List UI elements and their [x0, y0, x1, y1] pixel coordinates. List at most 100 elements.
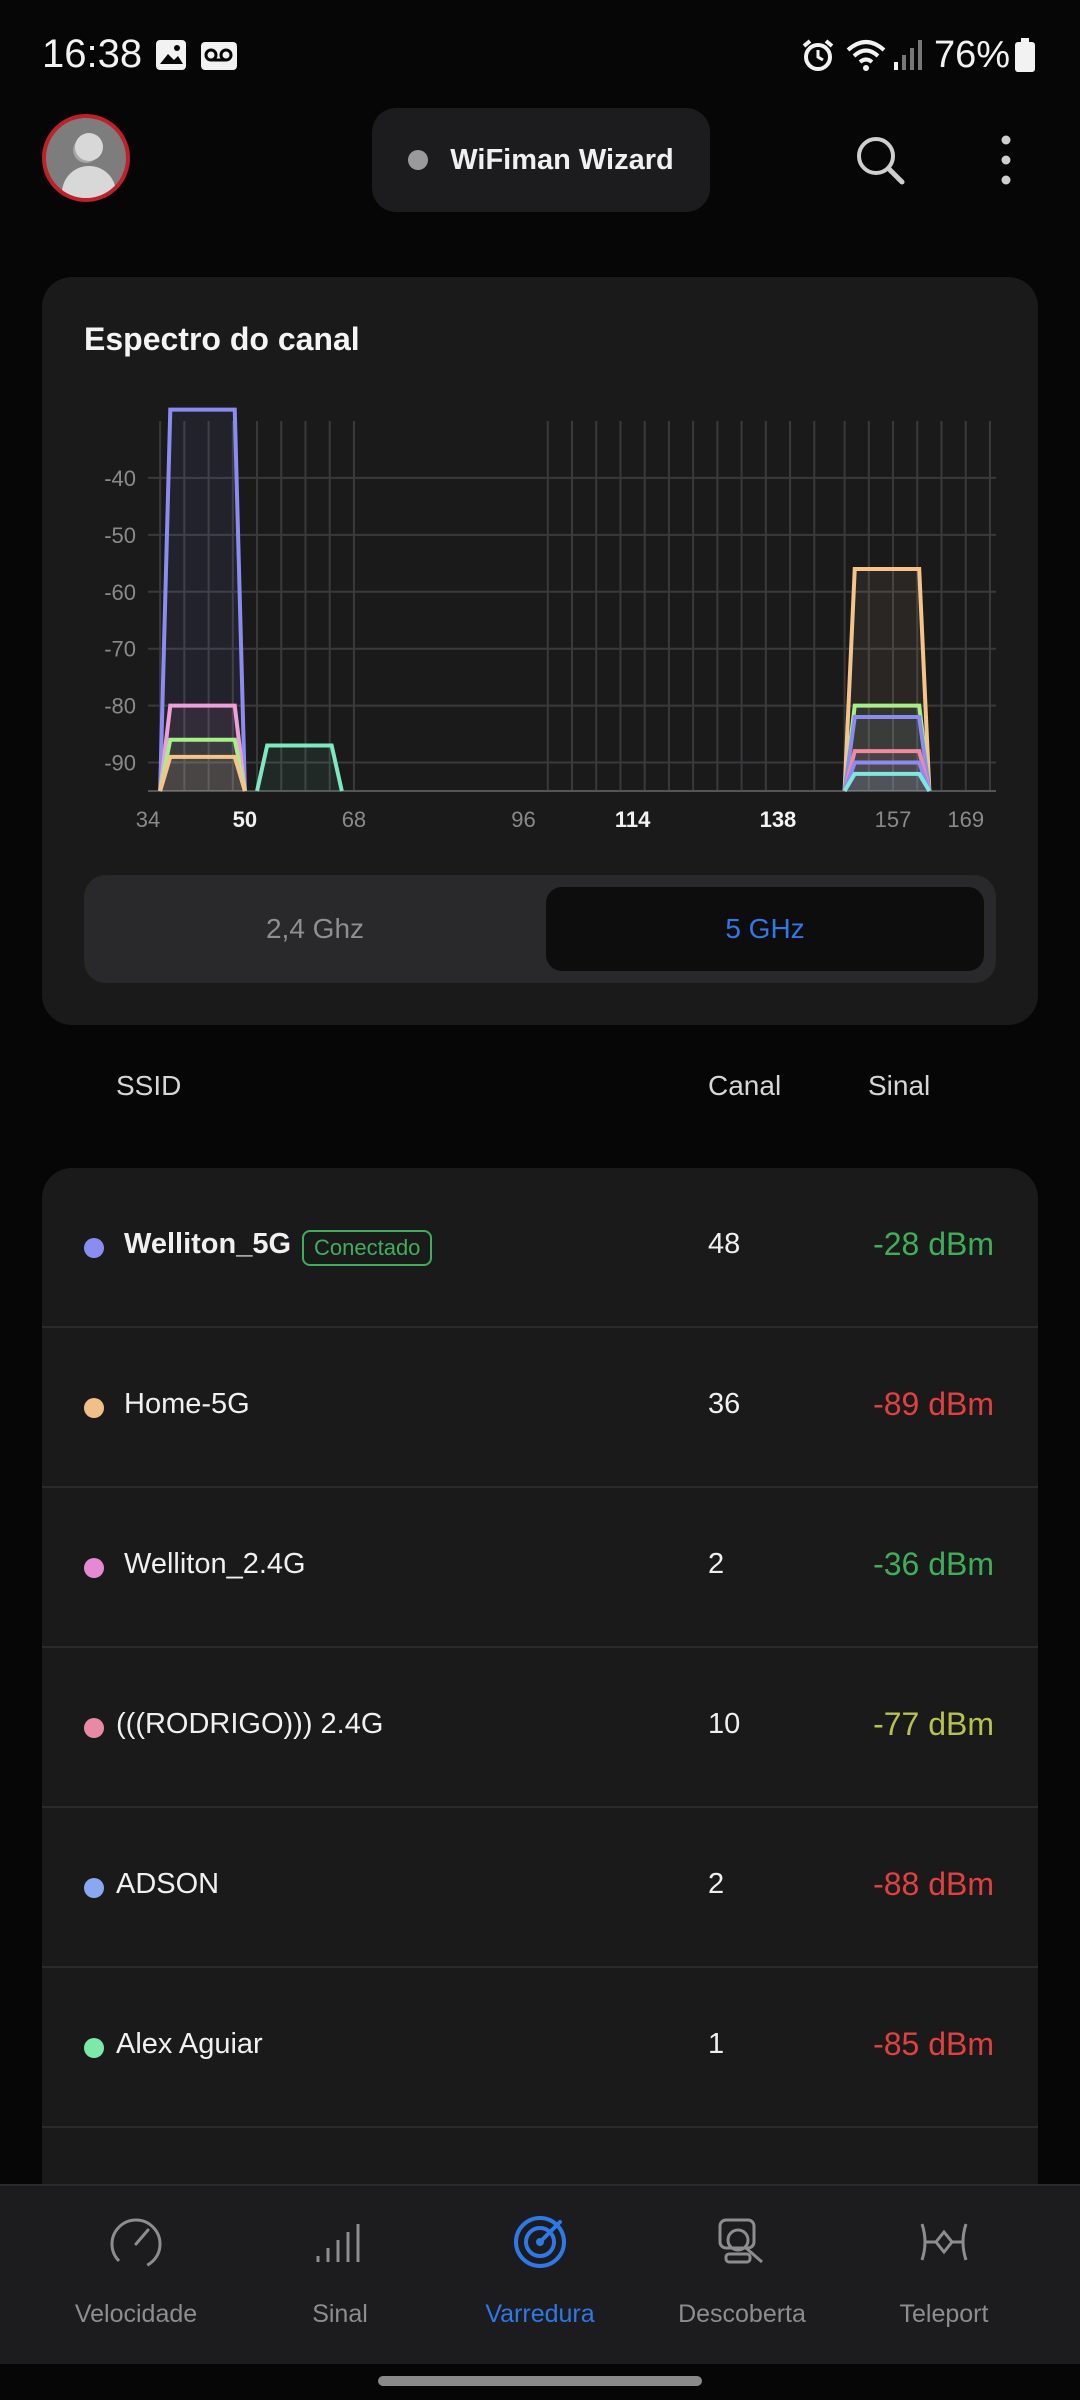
nav-label: Teleport [899, 2300, 989, 2328]
series-fill [257, 745, 342, 791]
device-search-icon [718, 2218, 763, 2264]
network-row[interactable]: ADSON 2 -88 dBm [42, 1808, 1038, 1968]
network-channel: 1 [708, 2028, 725, 2060]
series-fill [160, 705, 245, 791]
channel-spectrum-chart: -40 -50 -60 -70 -80 -90 34 50 68 96 114 138 157 169 [104, 407, 996, 832]
wifiman-wizard-button[interactable]: WiFiman Wizard [372, 108, 710, 212]
nav-label: Descoberta [678, 2300, 806, 2328]
network-ssid: Home-5G [124, 1388, 250, 1420]
card-title: Espectro do canal [84, 321, 360, 357]
network-ssid: (((RODRIGO))) 2.4G [116, 1708, 384, 1740]
network-channel: 2 [708, 1548, 725, 1580]
y-tick-label: -70 [104, 637, 136, 662]
alarm-icon [802, 39, 834, 71]
status-time: 16:38 [42, 32, 143, 76]
series-fill [844, 705, 930, 791]
y-tick-label: -90 [104, 751, 136, 776]
network-signal: -89 dBm [873, 1386, 994, 1422]
x-tick-label: 68 [342, 807, 366, 832]
nav-sinal[interactable]: Sinal [240, 2186, 440, 2364]
signal-bars-icon [316, 2224, 360, 2262]
series-line [842, 771, 932, 793]
network-row[interactable]: Home-5G 36 -89 dBm [42, 1328, 1038, 1488]
network-list: Welliton_5G Conectado 48 -28 dBm Home-5G… [42, 1168, 1038, 2268]
nav-varredura[interactable]: Varredura [440, 2186, 640, 2364]
speedometer-icon [110, 2218, 162, 2270]
more-vert-icon[interactable] [990, 132, 1022, 188]
avatar-head [75, 133, 103, 161]
network-row[interactable]: Alex Aguiar 1 -85 dBm [42, 1968, 1038, 2128]
avatar[interactable] [42, 114, 130, 202]
y-tick-label: -50 [104, 523, 136, 548]
nav-label: Sinal [312, 2300, 368, 2328]
x-tick-label: 114 [615, 807, 651, 832]
x-tick-label: 157 [875, 807, 912, 832]
series-line [158, 407, 247, 792]
y-tick-label: -60 [104, 580, 136, 605]
nav-teleport[interactable]: Teleport [844, 2186, 1044, 2364]
network-row[interactable]: Welliton_5G Conectado 48 -28 dBm [42, 1168, 1038, 1328]
wifi-icon [846, 40, 886, 71]
status-bar: 16:38 76% [0, 0, 1080, 110]
series-line [158, 737, 247, 792]
y-tick-label: -80 [104, 694, 136, 719]
band-5ghz-button[interactable]: 5 GHz [546, 887, 984, 971]
band-24ghz-button[interactable]: 2,4 Ghz [265, 913, 365, 944]
nav-descoberta[interactable]: Descoberta [642, 2186, 842, 2364]
band-selector: 2,4 Ghz 5 GHz [84, 875, 996, 983]
network-channel: 2 [708, 1868, 725, 1900]
network-color-dot [84, 1558, 104, 1578]
network-signal: -88 dBm [873, 1866, 994, 1902]
series-fill [160, 739, 245, 791]
series-fill [160, 409, 245, 791]
header-signal[interactable]: Sinal [868, 1070, 931, 1101]
nav-label: Varredura [485, 2300, 595, 2328]
network-color-dot [84, 2038, 104, 2058]
series-line [255, 743, 344, 792]
nav-velocidade[interactable]: Velocidade [36, 2186, 236, 2364]
x-tick-label: 169 [947, 807, 984, 832]
header-channel[interactable]: Canal [708, 1070, 782, 1101]
series-fill [844, 773, 930, 791]
home-indicator [378, 2376, 702, 2386]
cellular-signal-icon [894, 40, 922, 70]
teleport-icon [920, 2223, 968, 2261]
network-signal: -28 dBm [873, 1226, 994, 1262]
x-tick-label: 34 [136, 807, 160, 832]
network-color-dot [84, 1718, 104, 1738]
radar-scan-icon [514, 2216, 566, 2268]
search-icon[interactable] [852, 132, 908, 188]
battery-percentage: 76% [933, 34, 1010, 76]
network-ssid: ADSON [116, 1868, 220, 1900]
network-signal: -85 dBm [873, 2026, 994, 2062]
network-ssid: Alex Aguiar [116, 2028, 263, 2060]
bottom-navigation: Velocidade Sinal Varredura Descoberta [0, 2184, 1080, 2364]
network-signal: -77 dBm [873, 1706, 994, 1742]
header-ssid[interactable]: SSID [116, 1070, 182, 1101]
network-color-dot [84, 1238, 104, 1258]
series-fill [160, 756, 245, 791]
x-tick-label: 50 [233, 807, 257, 832]
network-color-dot [84, 1398, 104, 1418]
network-row[interactable]: (((RODRIGO))) 2.4G 10 -77 dBm [42, 1648, 1038, 1808]
y-tick-label: -40 [104, 466, 136, 491]
series-line [842, 715, 932, 792]
series-fill [844, 569, 930, 791]
battery-icon [1015, 38, 1035, 72]
series-line [158, 703, 247, 792]
x-tick-label: 96 [511, 807, 535, 832]
network-ssid: Welliton_2.4G [124, 1548, 306, 1580]
network-channel: 48 [708, 1228, 741, 1260]
image-icon [156, 40, 186, 70]
nav-label: Velocidade [74, 2300, 198, 2328]
x-tick-label: 138 [760, 807, 797, 832]
channel-spectrum-card: Espectro do canal -40 -50 -60 -70 -80 -90 34 50… [42, 277, 1038, 1025]
connected-badge: Conectado [302, 1230, 433, 1266]
wizard-label: WiFiman Wizard [450, 143, 674, 176]
network-row[interactable]: Welliton_2.4G 2 -36 dBm [42, 1488, 1038, 1648]
series-line [842, 760, 932, 792]
status-dot [408, 150, 429, 170]
network-channel: 36 [708, 1388, 741, 1420]
series-fill [844, 762, 930, 791]
network-color-dot [84, 1878, 104, 1898]
